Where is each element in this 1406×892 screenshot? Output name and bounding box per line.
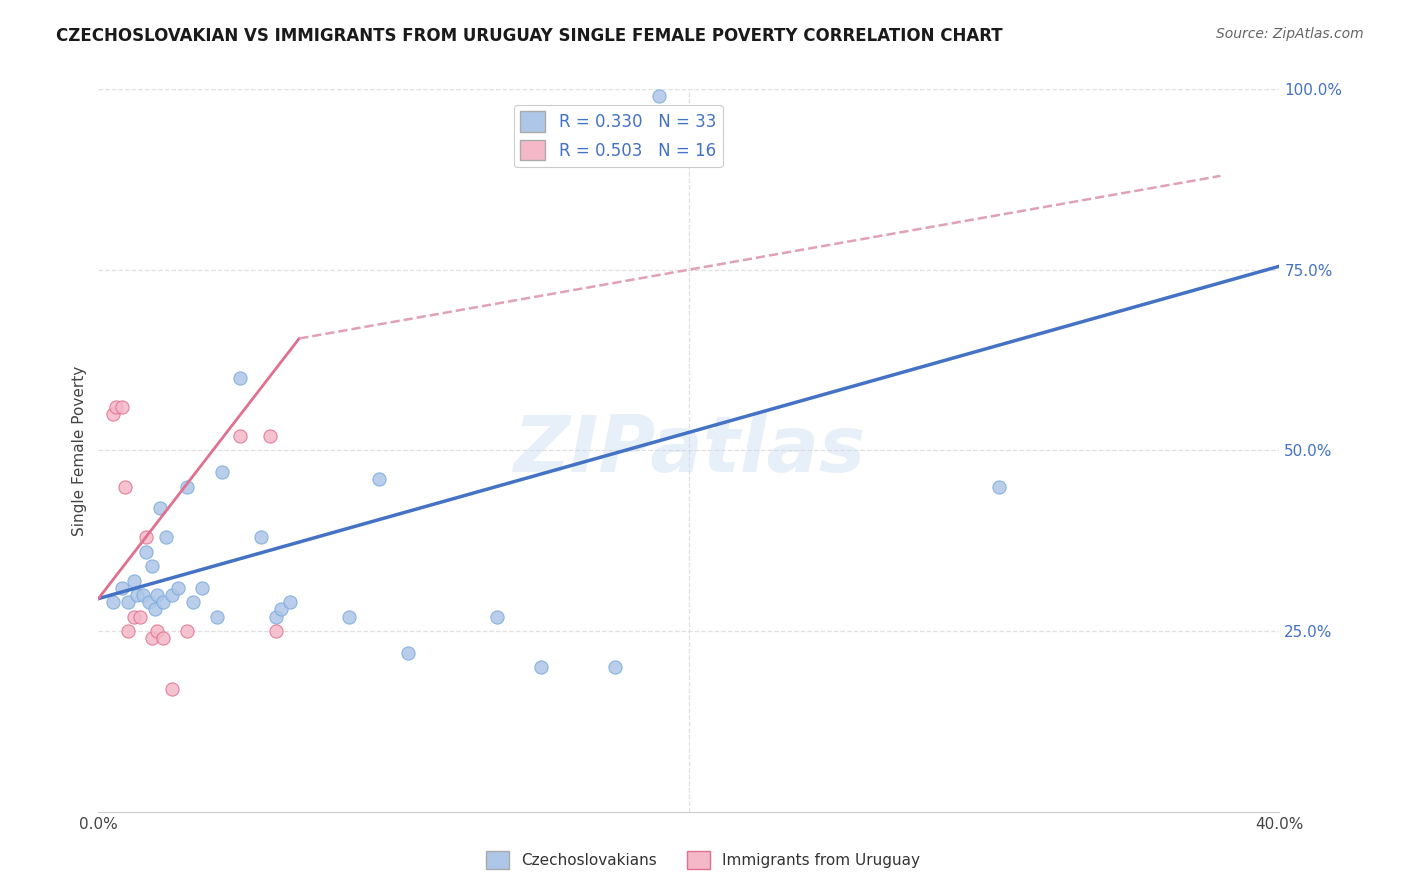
Point <box>162 588 183 602</box>
Point <box>141 632 163 646</box>
Point <box>398 646 420 660</box>
Point <box>605 660 627 674</box>
Point <box>111 581 134 595</box>
Point <box>149 501 172 516</box>
Point <box>138 595 160 609</box>
Point <box>135 544 157 558</box>
Point <box>132 588 155 602</box>
Point <box>264 609 287 624</box>
Point <box>122 574 145 588</box>
Point <box>229 429 252 443</box>
Point <box>368 472 391 486</box>
Point <box>105 400 128 414</box>
Point <box>486 609 509 624</box>
Point <box>988 480 1011 494</box>
Point <box>141 559 163 574</box>
Legend: Czechoslovakians, Immigrants from Uruguay: Czechoslovakians, Immigrants from Urugua… <box>479 845 927 875</box>
Point <box>176 624 198 639</box>
Point <box>167 581 190 595</box>
Point <box>155 530 177 544</box>
Point <box>117 624 139 639</box>
Point <box>250 530 273 544</box>
Point <box>530 660 553 674</box>
Point <box>259 429 281 443</box>
Point <box>648 89 671 103</box>
Point <box>152 632 174 646</box>
Point <box>146 588 169 602</box>
Point <box>280 595 302 609</box>
Point <box>114 480 136 494</box>
Point <box>152 595 174 609</box>
Point <box>181 595 204 609</box>
Point <box>128 609 150 624</box>
Point <box>146 624 169 639</box>
Text: CZECHOSLOVAKIAN VS IMMIGRANTS FROM URUGUAY SINGLE FEMALE POVERTY CORRELATION CHA: CZECHOSLOVAKIAN VS IMMIGRANTS FROM URUGU… <box>56 27 1002 45</box>
Point <box>229 371 252 385</box>
Text: Source: ZipAtlas.com: Source: ZipAtlas.com <box>1216 27 1364 41</box>
Point <box>339 609 361 624</box>
Point <box>122 609 145 624</box>
Point <box>111 400 134 414</box>
Point <box>103 595 125 609</box>
Point <box>135 530 157 544</box>
Point <box>143 602 166 616</box>
Legend: R = 0.330   N = 33, R = 0.503   N = 16: R = 0.330 N = 33, R = 0.503 N = 16 <box>513 104 723 167</box>
Point <box>117 595 139 609</box>
Point <box>264 624 287 639</box>
Y-axis label: Single Female Poverty: Single Female Poverty <box>72 366 87 535</box>
Point <box>205 609 228 624</box>
Point <box>125 588 148 602</box>
Point <box>211 465 233 479</box>
Point <box>191 581 214 595</box>
Point <box>270 602 292 616</box>
Point <box>162 681 183 696</box>
Point <box>176 480 198 494</box>
Point <box>103 407 125 421</box>
Text: ZIPatlas: ZIPatlas <box>513 412 865 489</box>
